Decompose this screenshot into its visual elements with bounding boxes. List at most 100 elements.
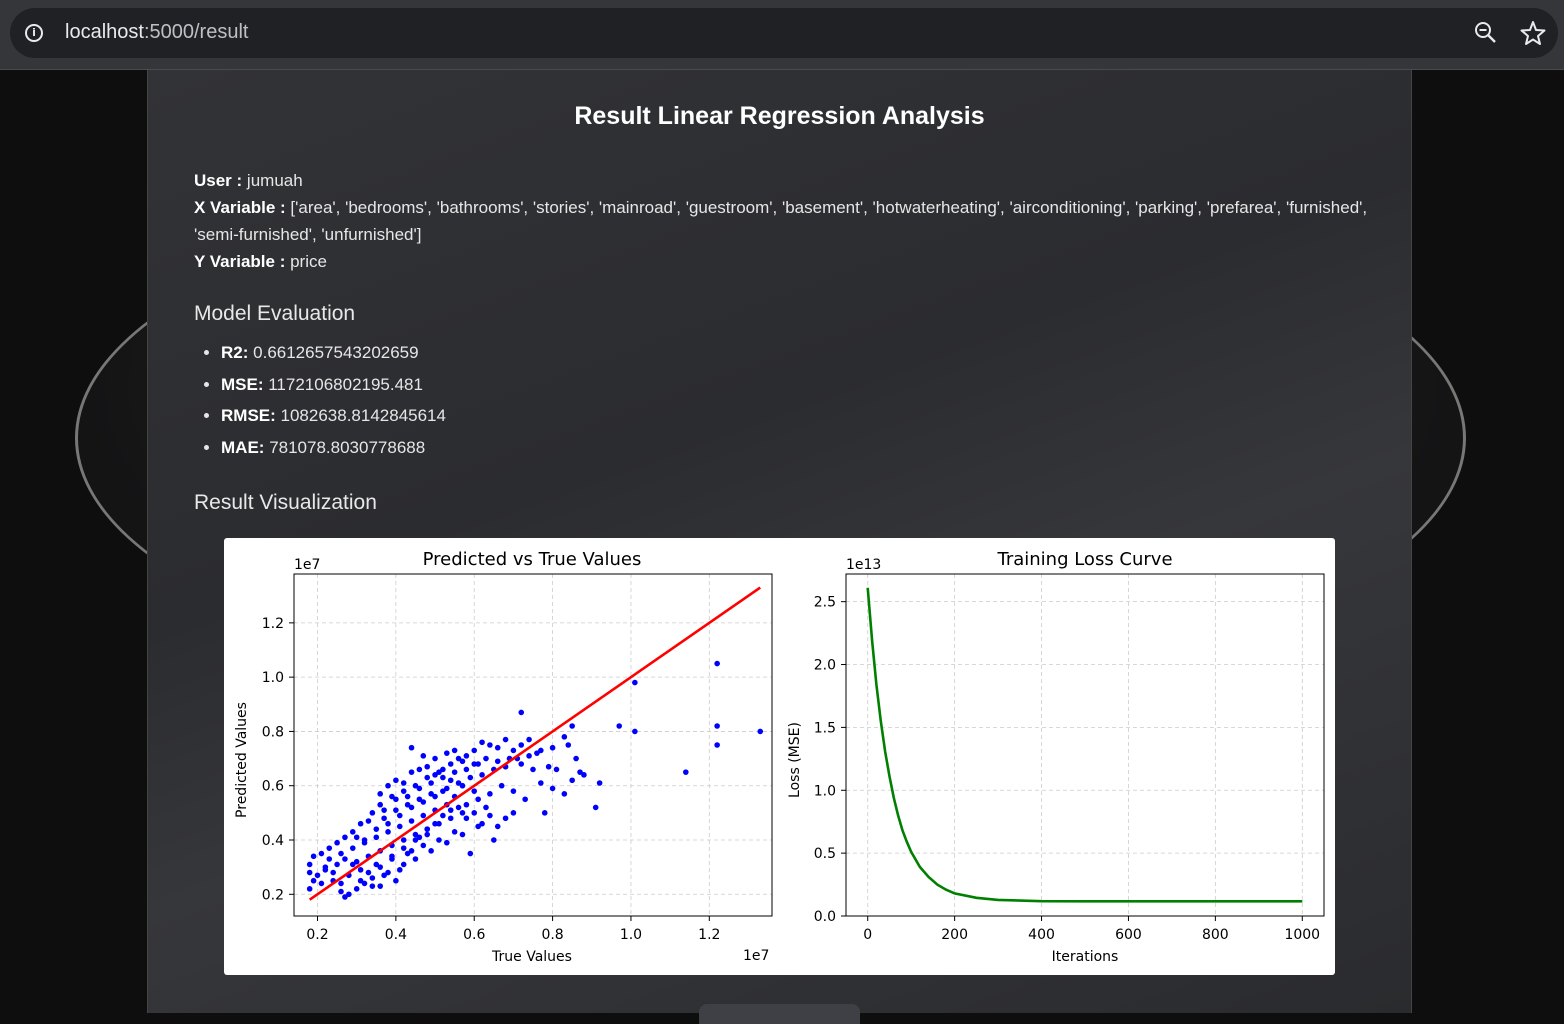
scatter-point: [502, 815, 509, 822]
metric-mse: MSE: 1172106802195.481: [221, 373, 446, 405]
scatter-point: [714, 660, 720, 667]
metric-value: 781078.8030778688: [269, 437, 426, 457]
scatter-point: [534, 750, 540, 756]
metric-mae: MAE: 781078.8030778688: [221, 436, 446, 468]
scatter-point: [447, 777, 454, 784]
scatter-point: [353, 858, 360, 865]
scatter-point: [483, 755, 489, 762]
scatter-point: [549, 744, 556, 751]
bookmark-star-icon[interactable]: [1520, 20, 1546, 46]
loss-line: [866, 587, 1303, 903]
loss-xtick-label: 1000: [1284, 927, 1320, 943]
scatter-point: [510, 788, 517, 794]
scatter-point: [455, 755, 462, 762]
visualization-image: Predicted vs True Values True Values Pre…: [224, 538, 1335, 975]
metric-name: MSE:: [221, 374, 264, 394]
url-text[interactable]: localhost:5000/result: [65, 21, 248, 44]
scatter-point: [424, 774, 431, 781]
result-visualization-heading: Result Visualization: [194, 491, 377, 514]
scatter-point: [416, 785, 423, 792]
scatter-point: [592, 804, 599, 811]
scatter-point: [393, 877, 399, 884]
scatter-point: [400, 788, 407, 794]
address-bar[interactable]: [10, 8, 1558, 58]
scatter-point: [408, 848, 415, 854]
loss-plot: 0 200 400 600 800 1000 0.0 0.5 1.0 1.5 2.0 2.5: [814, 573, 1325, 943]
scatter-point: [393, 777, 399, 784]
scatter-point: [459, 831, 466, 838]
scatter-point: [494, 758, 501, 765]
scatter-point: [526, 736, 532, 743]
scatter-ytick-label: 0.6: [262, 779, 284, 795]
site-info-icon[interactable]: i: [25, 24, 43, 42]
scatter-point: [400, 780, 407, 786]
loss-ytick-label: 0.5: [814, 846, 836, 862]
scatter-point: [408, 769, 415, 775]
scatter-point: [408, 804, 415, 811]
scatter-point: [428, 848, 434, 854]
scatter-point: [416, 796, 423, 803]
scatter-point: [393, 796, 399, 803]
scatter-point: [455, 804, 462, 811]
loss-xtick-label: 800: [1202, 927, 1229, 943]
scatter-point: [526, 753, 532, 759]
scatter-point: [451, 769, 458, 775]
scatter-point: [683, 769, 689, 775]
scatter-point: [463, 815, 470, 822]
scatter-xtick-label: 0.4: [385, 927, 407, 943]
scatter-point: [342, 894, 348, 900]
scatter-point: [412, 856, 419, 862]
scatter-point: [463, 766, 470, 773]
scatter-point: [510, 810, 517, 816]
metric-name: R2:: [221, 343, 249, 362]
y-variable-value: price: [290, 252, 327, 271]
scatter-point: [389, 853, 395, 860]
scatter-point: [314, 872, 321, 879]
scatter-point: [616, 723, 622, 729]
scatter-point: [522, 796, 528, 803]
scatter-point: [381, 872, 387, 879]
loss-xlabel: Iterations: [1052, 949, 1119, 965]
scatter-point: [306, 869, 313, 876]
user-label: User :: [194, 171, 243, 190]
scatter-point: [334, 839, 340, 846]
scatter-point: [400, 845, 407, 851]
scatter-point: [373, 826, 380, 832]
scatter-point: [412, 837, 419, 843]
loss-xtick-label: 600: [1115, 927, 1142, 943]
x-variable-row: X Variable : ['area', 'bedrooms', 'bathr…: [194, 194, 1374, 248]
scatter-y-scale: 1e7: [294, 557, 320, 573]
scatter-point: [518, 709, 525, 716]
scatter-point: [475, 823, 481, 830]
scatter-point: [400, 837, 407, 843]
scatter-point: [377, 801, 383, 808]
url-path: :5000/result: [143, 21, 249, 43]
scatter-point: [494, 823, 501, 830]
scatter-point: [471, 761, 478, 767]
scatter-ylabel: Predicted Values: [234, 702, 250, 818]
zoom-icon[interactable]: [1473, 20, 1499, 46]
loss-ytick-label: 1.5: [814, 720, 836, 736]
scatter-point: [561, 791, 568, 797]
scatter-point: [424, 763, 431, 770]
scatter-point: [389, 793, 395, 800]
scatter-xtick-label: 0.8: [541, 927, 563, 943]
loss-xtick-label: 0: [863, 927, 872, 943]
scatter-point: [349, 829, 356, 835]
scatter-point: [440, 766, 446, 773]
scatter-point: [459, 758, 466, 765]
scatter-xtick-label: 1.2: [698, 927, 720, 943]
scatter-point: [416, 834, 423, 841]
scatter-point: [494, 744, 501, 751]
scatter-point: [573, 755, 579, 762]
back-button[interactable]: [699, 1004, 860, 1024]
scatter-point: [424, 826, 431, 832]
scatter-point: [569, 777, 575, 784]
scatter-point: [310, 853, 317, 860]
scatter-point: [471, 788, 478, 794]
scatter-point: [561, 734, 568, 740]
scatter-point: [396, 823, 403, 830]
browser-toolbar: i localhost:5000/result: [0, 0, 1564, 70]
scatter-point: [338, 888, 344, 895]
reference-line: [308, 586, 761, 901]
